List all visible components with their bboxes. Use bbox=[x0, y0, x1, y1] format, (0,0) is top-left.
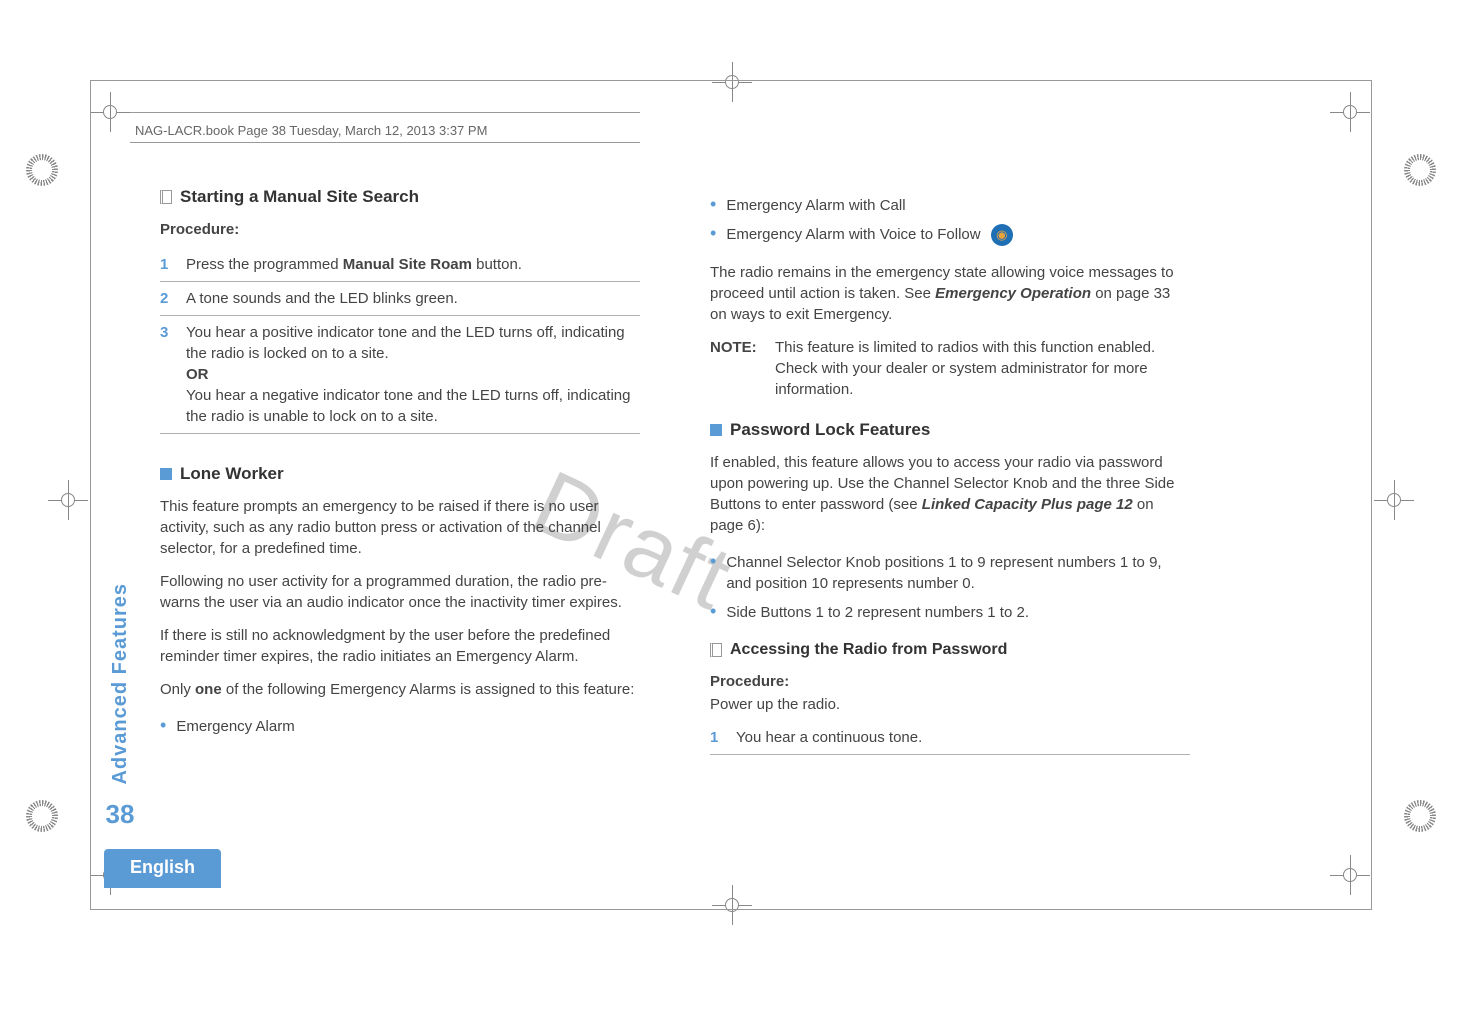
left-column: Starting a Manual Site Search Procedure:… bbox=[160, 185, 640, 755]
text: of the following Emergency Alarms is ass… bbox=[222, 681, 635, 698]
text: You hear a positive indicator tone and t… bbox=[186, 324, 625, 362]
header-rule bbox=[130, 112, 640, 113]
bullet-icon: • bbox=[710, 552, 716, 570]
procedure-step: 3 You hear a positive indicator tone and… bbox=[160, 316, 640, 434]
step-body: You hear a positive indicator tone and t… bbox=[186, 322, 640, 427]
list-item: • Side Buttons 1 to 2 represent numbers … bbox=[710, 598, 1190, 627]
paragraph: If enabled, this feature allows you to a… bbox=[710, 452, 1190, 536]
heading-accessing-radio: Accessing the Radio from Password bbox=[710, 639, 1190, 661]
list-text: Channel Selector Knob positions 1 to 9 r… bbox=[726, 552, 1190, 594]
language-tab: English bbox=[104, 849, 221, 888]
heading-manual-site-search: Starting a Manual Site Search bbox=[160, 185, 640, 209]
crop-mark bbox=[1374, 480, 1414, 520]
bullet-icon: • bbox=[710, 602, 716, 620]
procedure-step: 2 A tone sounds and the LED blinks green… bbox=[160, 282, 640, 316]
content-area: Starting a Manual Site Search Procedure:… bbox=[160, 185, 1330, 755]
text: You hear a negative indicator tone and t… bbox=[186, 387, 630, 425]
list-text: Side Buttons 1 to 2 represent numbers 1 … bbox=[726, 602, 1029, 623]
heading-text: Password Lock Features bbox=[730, 418, 930, 442]
right-column: • Emergency Alarm with Call • Emergency … bbox=[710, 185, 1190, 755]
page-number: 38 bbox=[106, 799, 135, 830]
paragraph: If there is still no acknowledgment by t… bbox=[160, 625, 640, 667]
bullet-list: • Emergency Alarm with Call • Emergency … bbox=[710, 191, 1190, 250]
voice-follow-icon: ◉ bbox=[991, 224, 1013, 246]
section-marker-icon bbox=[710, 424, 722, 436]
or-label: OR bbox=[186, 366, 209, 383]
section-label: Advanced Features bbox=[109, 583, 132, 785]
bold-text: one bbox=[195, 681, 222, 698]
note-label: NOTE: bbox=[710, 337, 765, 400]
list-text: Emergency Alarm bbox=[176, 716, 294, 737]
heading-text: Lone Worker bbox=[180, 462, 284, 486]
registration-mark bbox=[1404, 800, 1436, 832]
bullet-list: • Emergency Alarm bbox=[160, 712, 640, 741]
crop-mark bbox=[48, 480, 88, 520]
paragraph: Only one of the following Emergency Alar… bbox=[160, 679, 640, 700]
registration-mark bbox=[26, 800, 58, 832]
bullet-icon: • bbox=[160, 716, 166, 734]
heading-text: Starting a Manual Site Search bbox=[180, 185, 419, 209]
bold-italic-text: Linked Capacity Plus page 12 bbox=[922, 496, 1133, 513]
text: button. bbox=[472, 256, 522, 273]
registration-mark bbox=[26, 154, 58, 186]
step-number: 2 bbox=[160, 288, 176, 309]
step-number: 1 bbox=[160, 254, 176, 275]
procedure-label: Procedure: bbox=[160, 219, 640, 240]
bullet-list: • Channel Selector Knob positions 1 to 9… bbox=[710, 548, 1190, 627]
list-item: • Channel Selector Knob positions 1 to 9… bbox=[710, 548, 1190, 598]
heading-password-lock: Password Lock Features bbox=[710, 418, 1190, 442]
list-item: • Emergency Alarm with Voice to Follow ◉ bbox=[710, 220, 1190, 250]
page-icon bbox=[160, 190, 172, 204]
header-rule bbox=[130, 142, 640, 143]
step-body: A tone sounds and the LED blinks green. bbox=[186, 288, 640, 309]
sidebar: Advanced Features 38 bbox=[100, 480, 140, 830]
procedure-step: 1 Press the programmed Manual Site Roam … bbox=[160, 248, 640, 282]
bold-text: Manual Site Roam bbox=[343, 256, 472, 273]
text: Press the programmed bbox=[186, 256, 343, 273]
procedure-step: 1 You hear a continuous tone. bbox=[710, 721, 1190, 755]
note-text: This feature is limited to radios with t… bbox=[775, 337, 1190, 400]
registration-mark bbox=[1404, 154, 1436, 186]
page-icon bbox=[710, 643, 722, 657]
bullet-icon: • bbox=[710, 195, 716, 213]
text: Only bbox=[160, 681, 195, 698]
section-marker-icon bbox=[160, 468, 172, 480]
list-item: • Emergency Alarm with Call bbox=[710, 191, 1190, 220]
list-text: Emergency Alarm with Voice to Follow ◉ bbox=[726, 224, 1012, 246]
step-number: 1 bbox=[710, 727, 726, 748]
step-body: Press the programmed Manual Site Roam bu… bbox=[186, 254, 640, 275]
bullet-icon: • bbox=[710, 224, 716, 242]
note-block: NOTE: This feature is limited to radios … bbox=[710, 337, 1190, 400]
paragraph: Following no user activity for a program… bbox=[160, 571, 640, 613]
list-text: Emergency Alarm with Call bbox=[726, 195, 905, 216]
procedure-label: Procedure: bbox=[710, 671, 1190, 692]
list-item: • Emergency Alarm bbox=[160, 712, 640, 741]
procedure-intro: Power up the radio. bbox=[710, 694, 1190, 715]
heading-text: Accessing the Radio from Password bbox=[730, 639, 1007, 661]
step-number: 3 bbox=[160, 322, 176, 427]
paragraph: This feature prompts an emergency to be … bbox=[160, 496, 640, 559]
text: Emergency Alarm with Voice to Follow bbox=[726, 226, 980, 243]
bold-italic-text: Emergency Operation bbox=[935, 285, 1091, 302]
paragraph: The radio remains in the emergency state… bbox=[710, 262, 1190, 325]
step-body: You hear a continuous tone. bbox=[736, 727, 1190, 748]
header-stamp: NAG-LACR.book Page 38 Tuesday, March 12,… bbox=[135, 123, 487, 138]
heading-lone-worker: Lone Worker bbox=[160, 462, 640, 486]
